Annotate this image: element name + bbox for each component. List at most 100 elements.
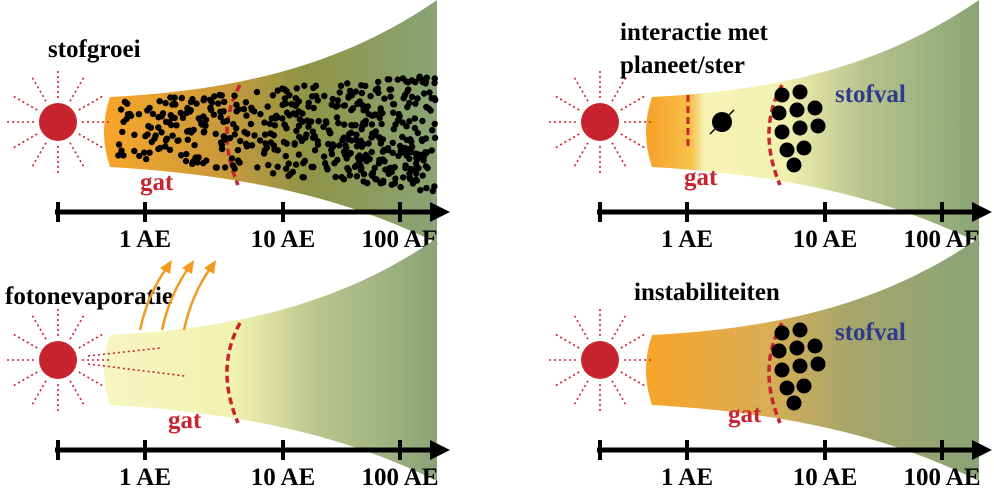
dust-grain: [307, 118, 315, 125]
dust-grain: [217, 113, 224, 121]
dust-grain: [332, 103, 340, 110]
dust-grain: [431, 75, 438, 82]
dust-grain: [389, 149, 396, 156]
axis-arrow: [430, 202, 450, 222]
dust-grain: [367, 92, 374, 100]
dust-grain: [282, 100, 289, 107]
dust-grain: [156, 144, 164, 152]
wind-arrow: [160, 265, 192, 331]
dust-grain: [183, 150, 190, 158]
dust-grain: [120, 118, 127, 126]
dust-grain: [126, 110, 133, 118]
panel-title: planeet/ster: [620, 52, 745, 79]
dust-grain: [379, 136, 387, 143]
dust-grain: [341, 102, 348, 109]
dust-grain: [210, 111, 217, 118]
dust-grain: [212, 164, 220, 171]
star-ray: [69, 76, 85, 102]
dust-grain: [412, 100, 419, 107]
dust-grain: [325, 127, 333, 134]
dust-grain: [411, 124, 419, 132]
dust-grain: [119, 128, 126, 136]
dust-grain: [323, 164, 330, 171]
star-ray: [12, 95, 38, 111]
dust-grain: [334, 97, 341, 104]
dust-grain: [265, 161, 272, 169]
dust-clump: [792, 120, 808, 136]
dust-grain: [149, 110, 157, 118]
dust-grain: [184, 136, 191, 143]
dust-grain: [387, 93, 394, 100]
dust-grain: [142, 132, 149, 140]
dust-grain: [311, 147, 319, 154]
star-ray: [573, 76, 589, 102]
dust-grain: [390, 125, 397, 133]
dust-grain: [135, 111, 143, 118]
dust-grain: [163, 135, 171, 142]
dust-clump: [789, 340, 805, 356]
dust-grain: [389, 100, 397, 108]
dust-grain: [131, 147, 138, 155]
dust-grain: [377, 108, 384, 116]
star-ray: [69, 380, 85, 406]
dust-grain: [261, 131, 269, 138]
dust-grain: [335, 119, 342, 127]
dust-grain: [414, 129, 421, 137]
dust-grain: [171, 100, 178, 107]
dust-grain: [237, 137, 244, 145]
dust-clump: [810, 356, 826, 372]
dust-grain: [419, 172, 426, 179]
dust-grain: [340, 176, 348, 183]
panel-title: fotonevaporatie: [5, 283, 173, 310]
dust-grain: [379, 156, 387, 163]
gap-edge: [767, 84, 784, 186]
gap-label: gat: [728, 401, 762, 428]
dust-grain: [215, 100, 222, 107]
dust-clump: [807, 100, 823, 116]
dust-clump: [786, 395, 802, 411]
dust-clump: [774, 87, 790, 103]
dust-grain: [357, 167, 365, 174]
dust-grain: [427, 107, 434, 114]
dust-grain: [400, 174, 407, 181]
dust-grain: [177, 109, 184, 117]
wind-arrowhead: [204, 260, 216, 274]
dust-grain: [208, 99, 216, 106]
star-ray: [554, 133, 580, 149]
dust-grain: [243, 112, 250, 119]
dust-grain: [407, 148, 415, 156]
dust-grain: [371, 164, 378, 172]
dust-grain: [231, 165, 238, 172]
dust-grain: [152, 132, 159, 139]
dust-grain: [311, 133, 319, 140]
dust-grain: [274, 163, 281, 170]
dust-clump: [810, 118, 826, 134]
dust-grain: [404, 103, 411, 111]
dust-grain: [369, 130, 376, 137]
dust-grain: [240, 105, 248, 113]
axis-arrow: [972, 440, 992, 460]
axis-label: 10 AE: [251, 464, 316, 491]
dust-grain: [202, 116, 210, 124]
dust-grain: [296, 133, 303, 141]
dust-grain: [380, 146, 387, 154]
gap-label: gat: [140, 169, 174, 196]
wind-arrow: [182, 265, 214, 331]
dust-grain: [356, 141, 363, 148]
dust-grain: [404, 79, 412, 86]
dust-grain: [271, 146, 278, 153]
dust-grain: [378, 120, 385, 128]
dust-grain: [221, 98, 228, 106]
dust-grain: [312, 82, 320, 90]
dust-grain: [174, 137, 181, 144]
dust-grain: [221, 164, 229, 171]
dust-grain: [295, 122, 303, 130]
dust-clump: [796, 378, 812, 394]
star-ray: [554, 371, 580, 387]
dust-grain: [201, 128, 208, 135]
dust-grain: [305, 103, 312, 110]
star-ray: [12, 333, 38, 349]
dust-grain: [201, 95, 208, 102]
